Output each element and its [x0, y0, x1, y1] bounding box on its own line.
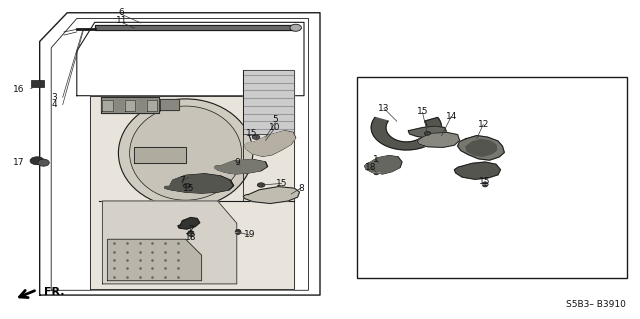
Polygon shape — [454, 162, 500, 179]
Polygon shape — [243, 70, 294, 134]
Text: 8: 8 — [298, 184, 303, 193]
Ellipse shape — [290, 24, 301, 31]
Polygon shape — [95, 25, 294, 30]
Text: 10: 10 — [269, 123, 281, 132]
Polygon shape — [101, 97, 159, 113]
Polygon shape — [244, 131, 295, 156]
Text: 15: 15 — [183, 184, 195, 193]
Ellipse shape — [257, 183, 265, 187]
Ellipse shape — [30, 157, 44, 165]
Polygon shape — [134, 147, 186, 163]
Ellipse shape — [424, 131, 431, 135]
Polygon shape — [178, 218, 200, 229]
Bar — [357, 77, 627, 278]
Polygon shape — [243, 187, 300, 204]
Text: 2: 2 — [188, 225, 193, 234]
Polygon shape — [371, 117, 442, 150]
Text: 5: 5 — [273, 115, 278, 124]
Polygon shape — [147, 100, 157, 111]
Bar — [31, 80, 44, 87]
Text: 19: 19 — [244, 230, 255, 239]
Ellipse shape — [252, 135, 260, 139]
Polygon shape — [466, 139, 497, 156]
Polygon shape — [365, 156, 401, 174]
Polygon shape — [214, 160, 266, 174]
Text: 18: 18 — [185, 233, 196, 242]
Polygon shape — [458, 136, 504, 160]
Polygon shape — [165, 174, 234, 193]
Text: 3: 3 — [52, 93, 57, 102]
Polygon shape — [90, 96, 294, 289]
Text: 4: 4 — [52, 100, 57, 109]
Ellipse shape — [129, 106, 242, 200]
Polygon shape — [102, 201, 237, 284]
Polygon shape — [365, 156, 402, 174]
Polygon shape — [214, 160, 268, 174]
Text: 6: 6 — [119, 8, 124, 17]
Text: 18: 18 — [365, 163, 377, 172]
Text: 11: 11 — [116, 16, 127, 25]
Polygon shape — [408, 126, 447, 138]
Text: 12: 12 — [477, 120, 489, 129]
Text: 17: 17 — [13, 158, 25, 167]
Ellipse shape — [118, 99, 253, 207]
Polygon shape — [165, 174, 232, 193]
Text: S5B3– B3910: S5B3– B3910 — [566, 300, 626, 309]
Polygon shape — [160, 99, 179, 110]
Polygon shape — [417, 132, 460, 147]
Text: 15: 15 — [479, 177, 490, 186]
Text: 13: 13 — [378, 104, 390, 113]
Polygon shape — [244, 131, 296, 156]
Polygon shape — [108, 239, 202, 281]
Ellipse shape — [183, 183, 191, 188]
Polygon shape — [102, 100, 113, 111]
Text: 9: 9 — [234, 158, 239, 167]
Text: 15: 15 — [276, 179, 287, 188]
Text: 15: 15 — [417, 107, 428, 116]
Text: 7: 7 — [180, 176, 185, 185]
Text: 14: 14 — [445, 112, 457, 121]
Ellipse shape — [188, 231, 194, 236]
Ellipse shape — [38, 159, 49, 166]
Polygon shape — [125, 100, 135, 111]
Text: 16: 16 — [13, 85, 25, 94]
Text: FR.: FR. — [44, 287, 64, 297]
Ellipse shape — [374, 170, 380, 175]
Text: 15: 15 — [246, 130, 257, 138]
Ellipse shape — [483, 182, 488, 187]
Ellipse shape — [236, 229, 241, 234]
Text: 1: 1 — [373, 155, 378, 164]
